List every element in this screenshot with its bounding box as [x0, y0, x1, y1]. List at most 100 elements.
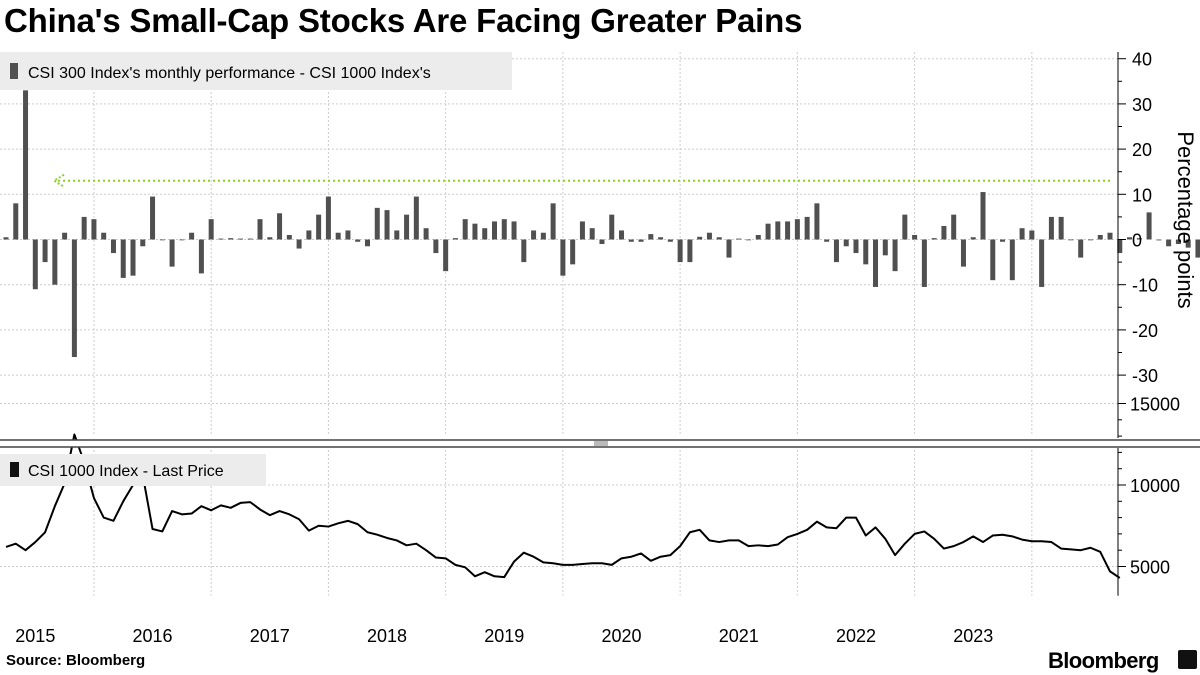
csi1000-price-line	[5, 433, 1121, 579]
bar	[960, 239, 966, 267]
bar	[1009, 239, 1015, 281]
bar	[404, 214, 410, 240]
bar	[1039, 239, 1045, 287]
bar	[1058, 216, 1064, 240]
bar	[775, 221, 781, 240]
bar	[140, 239, 146, 247]
bar	[208, 219, 214, 240]
bar	[335, 232, 341, 240]
bar	[706, 232, 712, 240]
bar	[472, 223, 478, 240]
bar	[511, 221, 517, 240]
bar	[1185, 239, 1191, 248]
bar	[1136, 238, 1142, 240]
bar	[648, 234, 654, 240]
bar	[169, 239, 175, 267]
bar	[433, 239, 439, 254]
x-tick-label: 2018	[367, 626, 407, 646]
bar	[306, 230, 312, 240]
x-tick-label: 2020	[601, 626, 641, 646]
y-tick-label: 10000	[1130, 476, 1180, 496]
bar	[42, 239, 48, 263]
bar	[81, 216, 87, 240]
bloomberg-logo: Bloomberg	[1048, 648, 1159, 673]
bar	[931, 238, 937, 240]
x-tick-label: 2017	[250, 626, 290, 646]
x-tick-label: 2022	[836, 626, 876, 646]
bar	[413, 196, 419, 240]
bar	[746, 239, 752, 241]
bar	[921, 239, 927, 287]
bar	[1175, 239, 1181, 245]
bar	[970, 237, 976, 240]
bar	[101, 232, 107, 240]
bar	[374, 207, 380, 240]
bar	[316, 214, 322, 240]
bar	[560, 239, 566, 276]
bar	[110, 239, 116, 254]
bar	[941, 225, 947, 240]
bottom-legend: CSI 1000 Index - Last Price	[0, 454, 266, 486]
bar	[902, 214, 908, 240]
bar	[824, 239, 830, 242]
bar	[716, 237, 722, 240]
bar	[1068, 239, 1074, 241]
bar	[130, 239, 136, 276]
bar	[599, 239, 605, 245]
bar	[1117, 239, 1123, 254]
y-tick-label: 0	[1132, 231, 1142, 251]
y-tick-label: 30	[1132, 95, 1152, 115]
top-panel-y-ticks: 40 30 20 10 0 -10 -20 -30	[1118, 50, 1158, 386]
bar	[1019, 228, 1025, 240]
bar	[667, 239, 673, 242]
bar	[501, 219, 507, 240]
bar	[589, 228, 595, 240]
top-legend: CSI 300 Index's monthly performance - CS…	[0, 52, 512, 90]
bar	[120, 239, 126, 278]
bar	[237, 238, 243, 240]
axes	[0, 52, 1200, 596]
bar	[345, 230, 351, 240]
bar	[1048, 216, 1054, 240]
y-tick-label: -30	[1132, 366, 1158, 386]
bar	[71, 239, 77, 358]
x-axis-ticks: 2015 2016 2017 2018 2019 2020 2021 2022 2023	[0, 595, 1118, 646]
y-tick-label: 10	[1132, 185, 1152, 205]
bar	[951, 214, 957, 240]
bar	[853, 239, 859, 254]
bar	[833, 239, 839, 263]
bar	[521, 239, 527, 263]
bar	[1195, 239, 1200, 258]
dotted-arrow-annotation	[52, 173, 1110, 188]
bar	[882, 239, 888, 256]
top-panel-gridlines	[0, 58, 1118, 376]
bar	[62, 232, 68, 240]
bloomberg-chart-icon	[1178, 650, 1197, 669]
bar	[794, 219, 800, 240]
bar	[384, 210, 390, 240]
bar	[814, 203, 820, 240]
bar	[570, 239, 576, 265]
bar	[980, 192, 986, 240]
bar	[1078, 239, 1084, 258]
y-axis-title: Percentage points	[1173, 131, 1198, 308]
bar	[443, 239, 449, 272]
bar	[364, 239, 370, 247]
bar	[32, 239, 38, 290]
x-tick-label: 2021	[719, 626, 759, 646]
bar-series	[3, 90, 1200, 358]
bar	[892, 239, 898, 272]
bar	[619, 230, 625, 240]
bar	[755, 234, 761, 240]
top-legend-swatch	[10, 63, 18, 79]
bar	[697, 236, 703, 240]
x-tick-label: 2019	[484, 626, 524, 646]
line-series	[5, 433, 1121, 579]
y-tick-label: 40	[1132, 50, 1152, 70]
bar	[277, 213, 283, 240]
bar	[1000, 239, 1006, 242]
bar	[286, 234, 292, 240]
bar	[247, 238, 253, 240]
bar	[609, 214, 615, 240]
